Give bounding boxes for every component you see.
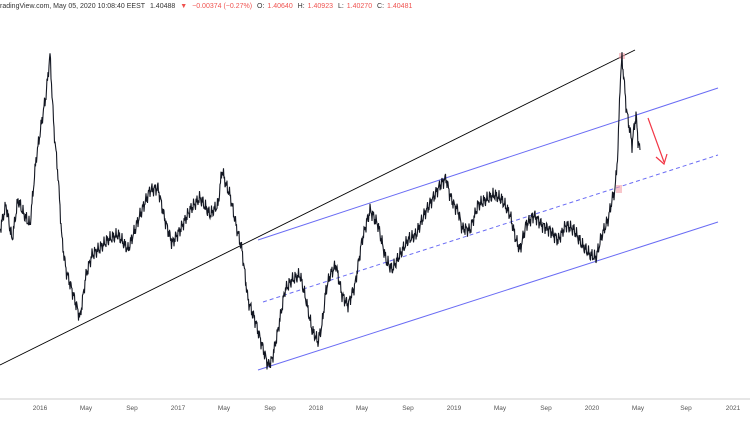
header-source: radingView.com, May 05, 2020 10:08:40 EE… xyxy=(0,3,146,10)
high-label: H: xyxy=(297,3,305,10)
x-tick-label: May xyxy=(80,405,93,412)
x-tick-label: 2019 xyxy=(447,405,462,412)
channel-lower-line xyxy=(257,221,719,371)
low-label: L: xyxy=(337,3,344,10)
x-tick-label: 2016 xyxy=(33,405,48,412)
header-change: −0.00374 (−0.27%) xyxy=(192,3,253,10)
price-series-line xyxy=(0,52,641,370)
down-arrow-head-icon xyxy=(655,153,668,166)
x-tick-label: Sep xyxy=(402,405,414,412)
open-label: O: xyxy=(257,3,265,10)
x-tick-label: Sep xyxy=(680,405,692,412)
x-tick-label: 2018 xyxy=(309,405,324,412)
x-tick-label: May xyxy=(218,405,231,412)
x-tick-label: May xyxy=(494,405,507,412)
close-value: 1.40481 xyxy=(387,3,413,10)
x-tick-label: May xyxy=(632,405,645,412)
x-tick-label: May xyxy=(356,405,369,412)
x-tick-label: 2021 xyxy=(726,405,741,412)
long-term-trendline xyxy=(0,49,636,366)
open-value: 1.40640 xyxy=(267,3,293,10)
down-arrow-shaft xyxy=(647,117,665,163)
header-price: 1.40488 xyxy=(149,3,176,10)
channel-upper-line xyxy=(257,87,719,241)
breakout-marker xyxy=(616,185,622,193)
close-label: C: xyxy=(377,3,385,10)
x-tick-label: Sep xyxy=(126,405,138,412)
channel-mid-line xyxy=(262,154,719,303)
change-arrow-icon: ▼ xyxy=(180,3,188,10)
x-tick-label: 2017 xyxy=(171,405,186,412)
x-tick-label: Sep xyxy=(540,405,552,412)
low-value: 1.40270 xyxy=(346,3,373,10)
x-tick-label: 2020 xyxy=(585,405,600,412)
high-value: 1.40923 xyxy=(307,3,333,10)
symbol-header: radingView.com, May 05, 2020 10:08:40 EE… xyxy=(0,0,750,14)
x-tick-label: Sep xyxy=(264,405,276,412)
